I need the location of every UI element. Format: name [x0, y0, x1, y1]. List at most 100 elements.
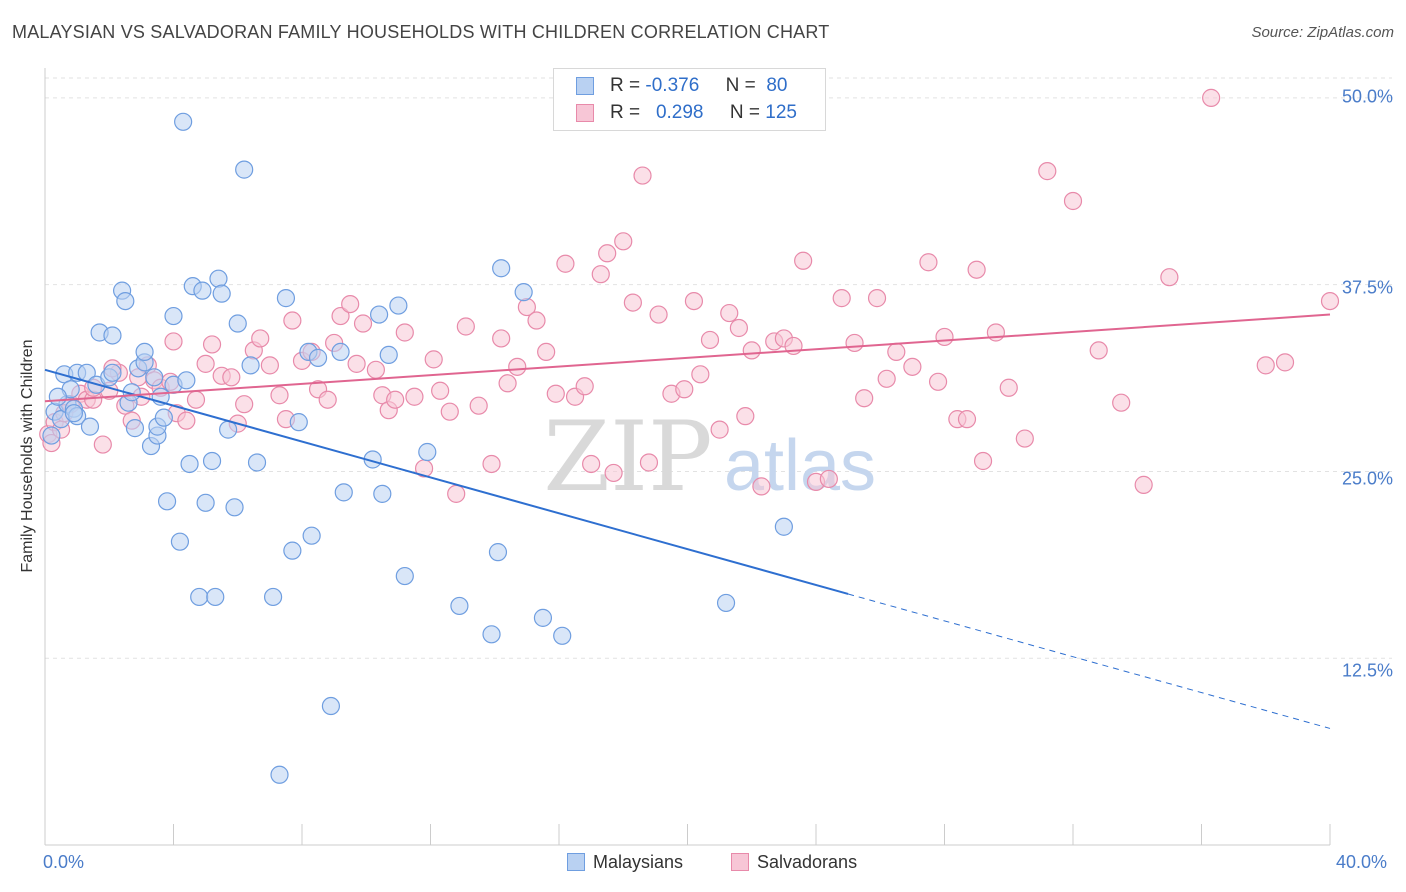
malaysian-point — [302, 526, 321, 545]
salvadoran-point — [794, 251, 813, 270]
malaysian-point — [116, 292, 135, 311]
salvadoran-point — [935, 327, 954, 347]
salvadoran-point — [93, 435, 112, 454]
malaysian-point — [42, 426, 61, 445]
salvadoran-point — [424, 350, 443, 369]
salvadoran-point — [186, 390, 206, 409]
malaysian-point — [774, 517, 793, 536]
salvadoran-point — [720, 303, 739, 323]
malaysian-point — [370, 305, 389, 324]
axes — [44, 68, 1331, 846]
salvadoran-point — [639, 453, 659, 472]
y-tick-label: 37.5% — [1341, 277, 1393, 298]
malaysian-point — [716, 593, 736, 613]
malaysian-point — [321, 696, 341, 716]
malaysian-point — [482, 625, 501, 644]
salvadoran-point — [1134, 475, 1153, 494]
x-tick-label: 40.0% — [1336, 852, 1388, 872]
salvadoran-point — [582, 454, 601, 474]
salvadoran-point — [492, 329, 511, 348]
malaysian-point — [241, 356, 260, 375]
watermark-zip: ZIP — [543, 401, 712, 513]
malaysian-point — [263, 587, 283, 607]
salvadoran-point — [819, 469, 838, 489]
salvadoran-point — [498, 374, 517, 393]
malaysian-point — [170, 532, 190, 551]
r-label: R = — [610, 75, 641, 96]
salvadoran-point — [196, 354, 215, 373]
malaysian-point — [373, 484, 392, 503]
malaysian-point — [228, 314, 247, 333]
salvadoran-point — [366, 360, 385, 379]
malaysian-point — [395, 566, 414, 586]
y-tick-label: 25.0% — [1341, 468, 1393, 489]
salvadoran-point — [1089, 341, 1108, 360]
salvadoran-point — [999, 378, 1018, 397]
salvadoran-point — [251, 329, 270, 348]
salvadoran-point — [700, 330, 720, 350]
malaysian-point — [334, 483, 353, 502]
malaysian-point — [174, 112, 193, 131]
salvadoran-point — [623, 293, 642, 312]
salvadoran-point — [967, 260, 986, 279]
salvadoran-point — [675, 380, 694, 399]
malaysian-point — [202, 451, 222, 471]
r-value: 0.298 — [655, 102, 704, 123]
salvadoran-point — [527, 311, 546, 330]
trend-lines — [44, 313, 1331, 729]
salvadoran-point — [845, 333, 864, 353]
malaysian-point — [206, 587, 225, 607]
malaysian-point — [196, 493, 215, 512]
salvadoran-point — [832, 289, 851, 308]
salvadoran-point — [742, 341, 761, 360]
malaysian-point — [235, 160, 254, 179]
salvadoran-point — [456, 317, 475, 336]
malaysian-point — [154, 408, 173, 427]
malaysian-point — [488, 543, 508, 562]
legend-item-salvadorans[interactable]: Salvadorans — [731, 852, 857, 873]
malaysian-point — [276, 289, 296, 308]
malaysian-point — [225, 498, 244, 517]
y-tick-label: 50.0% — [1341, 86, 1393, 107]
malaysian-point — [103, 363, 122, 382]
salvadoran-point — [1320, 292, 1340, 311]
legend-item-malaysians[interactable]: Malaysians — [567, 852, 683, 873]
n-value: 125 — [765, 102, 797, 123]
salvadorans-legend-swatch — [731, 853, 749, 871]
salvadoran-point — [395, 323, 414, 342]
salvadoran-point — [347, 354, 366, 373]
salvadoran-point — [649, 305, 668, 324]
salvadoran-point — [386, 390, 405, 409]
salvadoran-point — [877, 369, 896, 388]
salvadoran-point — [928, 372, 948, 391]
malaysians-legend-swatch — [567, 853, 585, 871]
salvadoran-point — [957, 410, 977, 429]
n-label: N = — [725, 75, 756, 96]
legend-label: Salvadorans — [757, 852, 858, 872]
salvadoran-point — [482, 454, 501, 474]
salvadoran-point — [684, 292, 704, 311]
salvadoran-point — [469, 396, 488, 415]
stats-legend: R = -0.376 N = 80 R = 0.298 N = 125 — [553, 68, 826, 131]
malaysian-point — [193, 281, 212, 300]
salvadoran-point — [447, 484, 466, 503]
salvadoran-point — [1202, 88, 1221, 107]
salvadoran-point — [1112, 393, 1131, 412]
salvadoran-point — [887, 342, 906, 362]
salvadoran-point — [575, 377, 594, 396]
salvadoran-point — [1063, 191, 1083, 211]
legend-label: Malaysians — [593, 852, 684, 872]
salvadoran-point — [729, 318, 749, 338]
malaysian-point — [379, 345, 398, 364]
salvadoran-point — [919, 253, 938, 272]
salvadoran-point — [591, 265, 610, 284]
r-value: -0.376 — [645, 75, 700, 96]
malaysian-point — [533, 608, 553, 627]
salvadoran-point — [431, 381, 450, 400]
malaysian-point — [283, 541, 302, 560]
salvadoran-point — [235, 395, 254, 414]
salvadoran-point — [1015, 429, 1034, 448]
malaysian-point — [135, 342, 154, 362]
salvadoran-point — [614, 232, 633, 251]
